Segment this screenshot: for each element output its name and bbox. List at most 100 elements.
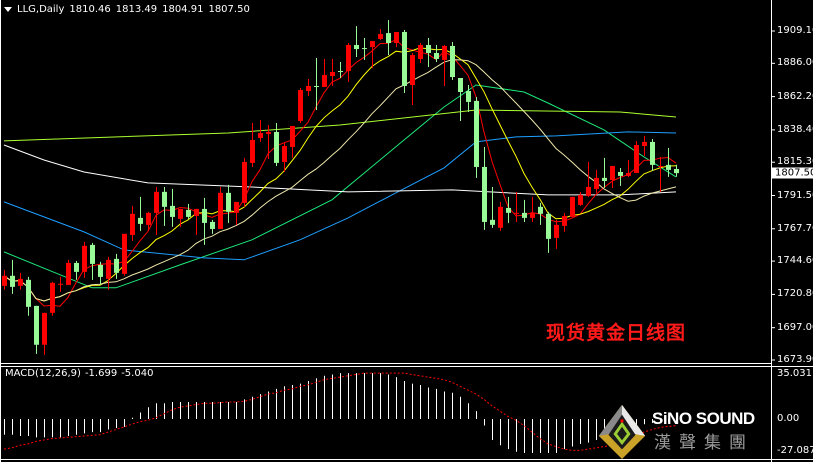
candle-body: [250, 139, 255, 163]
bearish-candle: [362, 37, 367, 60]
candle-body: [650, 141, 655, 165]
bearish-candle: [274, 123, 279, 166]
sino-sound-logo: SiNO SOUND 漢聲集團: [596, 403, 768, 460]
bearish-candle: [34, 305, 39, 354]
candle-body: [178, 208, 183, 219]
candle-body: [594, 177, 599, 189]
candle-body: [298, 90, 303, 121]
bullish-candle: [610, 165, 615, 188]
macd-name: MACD(12,26,9): [5, 368, 81, 379]
candle-body: [98, 264, 103, 277]
candle-body: [610, 165, 615, 180]
candle-body: [546, 213, 551, 239]
moving-averages: [3, 39, 677, 307]
price-axis-label: 1862.20: [777, 90, 813, 102]
price-axis-label: 1791.50: [777, 189, 813, 201]
candle-body: [146, 212, 151, 225]
low-value: 1804.91: [162, 4, 204, 15]
bullish-candle: [378, 29, 383, 41]
candle-body: [522, 212, 527, 218]
candle-body: [658, 165, 663, 167]
bullish-candle: [178, 208, 183, 227]
bearish-candle: [74, 260, 79, 280]
bullish-candle: [418, 43, 423, 64]
diamond-logo-icon: [598, 404, 646, 460]
candle-body: [282, 145, 287, 162]
bullish-candle: [530, 196, 535, 222]
bearish-candle: [162, 186, 167, 226]
bullish-candle: [642, 135, 647, 156]
candle-body: [402, 31, 407, 86]
candle-body: [50, 282, 55, 313]
candle-body: [18, 278, 23, 286]
bullish-candle: [626, 159, 631, 177]
bullish-candle: [82, 241, 87, 278]
bullish-candle: [130, 205, 135, 241]
bullish-candle: [146, 211, 151, 231]
candle-body: [490, 219, 495, 225]
candle-body: [674, 168, 679, 174]
bearish-candle: [170, 188, 175, 227]
candle-body: [266, 131, 271, 134]
candle-body: [58, 283, 63, 285]
candle-body: [666, 164, 671, 170]
bullish-candle: [42, 312, 47, 355]
bearish-candle: [458, 78, 463, 121]
price-axis-label: 1697.00: [777, 321, 813, 333]
candle-body: [138, 217, 143, 224]
price-axis-label: 1673.90: [777, 354, 813, 365]
bearish-candle: [202, 197, 207, 245]
candle-body: [634, 145, 639, 173]
bearish-candle: [338, 62, 343, 78]
close-value: 1807.50: [208, 4, 250, 15]
bearish-candle: [26, 276, 31, 316]
candle-body: [114, 258, 119, 273]
candle-body: [226, 192, 231, 212]
bullish-candle: [498, 201, 503, 231]
candle-body: [2, 275, 7, 286]
macd-axis-max: 35.031: [777, 368, 812, 379]
bearish-candle: [602, 157, 607, 188]
bullish-candle: [594, 169, 599, 193]
bullish-candle: [18, 272, 23, 290]
dropdown-triangle-icon[interactable]: [4, 7, 12, 12]
axis-ticks: [771, 30, 775, 361]
candle-body: [530, 212, 535, 218]
sma-20-line: [3, 59, 677, 302]
candle-body: [538, 206, 543, 214]
bearish-candle: [674, 164, 679, 177]
macd-indicator: [3, 372, 677, 454]
bearish-candle: [226, 184, 231, 223]
macd-signal-line: [3, 372, 677, 451]
moving-average-line: [3, 109, 677, 142]
chart-annotation: 现货黄金日线图: [546, 322, 687, 344]
candle-body: [354, 44, 359, 50]
bearish-candle: [466, 84, 471, 112]
candle-body: [74, 262, 79, 272]
candle-body: [458, 78, 463, 92]
candle-body: [586, 186, 591, 196]
bearish-candle: [210, 219, 215, 234]
bearish-candle: [450, 42, 455, 80]
candle-body: [130, 213, 135, 235]
candle-body: [290, 125, 295, 147]
bullish-candle: [578, 191, 583, 206]
bearish-candle: [114, 253, 119, 279]
bearish-candle: [666, 147, 671, 177]
candles: [2, 20, 679, 355]
bearish-candle: [474, 97, 479, 178]
bullish-candle: [58, 276, 63, 292]
bullish-candle: [410, 52, 415, 105]
candle-body: [106, 259, 111, 279]
bullish-candle: [290, 125, 295, 158]
bullish-candle: [106, 256, 111, 290]
symbol-timeframe: LLG,Daily: [17, 4, 65, 15]
candle-body: [618, 172, 623, 176]
bullish-candle: [122, 233, 127, 276]
bullish-candle: [154, 186, 159, 235]
bearish-candle: [538, 202, 543, 225]
logo-chinese-text: 漢聲集團: [654, 433, 754, 453]
candle-body: [154, 191, 159, 213]
bullish-candle: [330, 58, 335, 86]
